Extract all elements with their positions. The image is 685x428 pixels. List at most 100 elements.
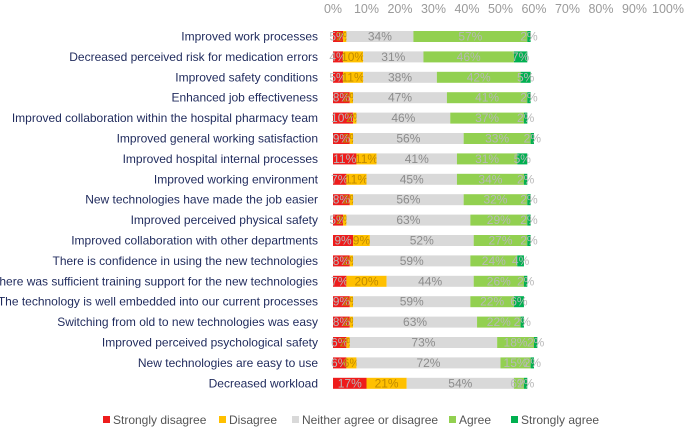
data-label: 52%: [410, 234, 434, 248]
legend-swatch: [219, 416, 226, 423]
bar-segment: [470, 255, 518, 267]
bar-segment: [527, 92, 531, 104]
data-label: 5%: [514, 152, 532, 166]
bar-segment: [473, 275, 524, 287]
legend-swatch: [103, 416, 110, 423]
bar-segment: [333, 31, 344, 42]
bar-segment: [346, 275, 387, 287]
data-label: 8%: [333, 315, 351, 329]
data-label: 2%: [520, 30, 538, 44]
bar-segment: [366, 173, 457, 185]
data-label: 7%: [331, 172, 349, 186]
bar-segment: [470, 296, 514, 308]
legend-label: Neither agree or disagree: [302, 413, 438, 427]
bar-segment: [353, 316, 478, 328]
bar-segment: [349, 337, 498, 348]
bar-segment: [534, 337, 538, 348]
bar-segment: [513, 377, 524, 389]
bar-segment: [349, 133, 354, 144]
data-label: 22%: [480, 295, 504, 309]
bar-segment: [346, 214, 471, 226]
bar-segment: [517, 153, 528, 165]
bar-segment: [406, 377, 514, 389]
category-label: Enhanced job effectiveness: [171, 91, 318, 105]
bar-segment: [353, 112, 357, 124]
data-label: 15%: [504, 356, 528, 370]
data-label: 18%: [504, 336, 528, 350]
data-label: 2%: [520, 234, 538, 248]
data-label: 20%: [354, 274, 378, 288]
data-label: 63%: [403, 315, 427, 329]
data-label: 31%: [475, 152, 499, 166]
category-label: Improved working environment: [154, 172, 319, 186]
data-label: 34%: [478, 172, 502, 186]
bar-segment: [333, 377, 367, 389]
data-label: 46%: [457, 50, 481, 64]
data-label: 57%: [458, 30, 482, 44]
data-label: 2%: [517, 376, 535, 390]
category-label: Improved collaboration within the hospit…: [12, 111, 318, 125]
data-label: 41%: [475, 91, 499, 105]
bar-segment: [353, 296, 471, 308]
bar-segment: [527, 235, 531, 246]
legend-label: Strongly agree: [521, 413, 599, 427]
data-label: 11%: [333, 152, 356, 166]
data-label: 32%: [483, 193, 507, 207]
bar-segment: [343, 51, 364, 63]
category-label: Improved perceived physical safety: [131, 213, 318, 227]
bar-segment: [353, 133, 464, 144]
bar-segment: [343, 214, 347, 226]
category-label: Improved collaboration with other depart…: [71, 234, 318, 248]
data-label: 6%: [331, 356, 349, 370]
data-label: 29%: [487, 213, 511, 227]
bar-segment: [517, 255, 524, 267]
data-label: 11%: [342, 70, 365, 84]
bar-segment: [523, 377, 528, 389]
bar-segment: [456, 173, 524, 185]
data-label: 46%: [391, 111, 415, 125]
data-label: 59%: [400, 254, 424, 268]
data-label: 2%: [520, 91, 538, 105]
bar-segment: [346, 357, 357, 369]
x-tick-label: 40%: [454, 2, 479, 16]
data-label: 9%: [333, 295, 351, 309]
data-label: 2%: [514, 315, 532, 329]
bar-segment: [333, 214, 344, 226]
data-label: 5%: [517, 70, 535, 84]
data-label: 31%: [381, 50, 405, 64]
x-tick-label: 70%: [555, 2, 580, 16]
data-label: 9%: [334, 234, 352, 248]
data-label: 2%: [527, 336, 545, 350]
bar-segment: [333, 357, 347, 369]
data-label: 6%: [343, 356, 361, 370]
bar-segment: [463, 133, 531, 144]
bar-segment: [527, 31, 531, 42]
bar-segment: [363, 51, 424, 63]
data-label: 41%: [405, 152, 429, 166]
bar-segment: [523, 112, 528, 124]
bar-segment: [333, 235, 354, 246]
bar-segment: [520, 71, 531, 83]
legend-label: Strongly disagree: [113, 413, 207, 427]
data-label: 2%: [524, 132, 542, 146]
data-label: 5%: [329, 30, 347, 44]
bar-segment: [456, 153, 518, 165]
data-label: 59%: [400, 295, 424, 309]
data-label: 47%: [388, 91, 412, 105]
data-label: 63%: [396, 213, 420, 227]
data-label: 54%: [448, 376, 472, 390]
bar-segment: [353, 92, 447, 104]
data-label: 2%: [520, 193, 538, 207]
category-label: Improved hospital internal processes: [123, 152, 318, 166]
bar-segment: [349, 92, 354, 104]
x-tick-label: 10%: [354, 2, 379, 16]
bar-segment: [343, 31, 347, 42]
data-label: 4%: [329, 50, 347, 64]
bar-segment: [333, 316, 350, 328]
bar-segment: [333, 194, 350, 206]
data-label: 72%: [416, 356, 440, 370]
data-label: 2%: [520, 213, 538, 227]
bar-segment: [497, 337, 534, 348]
bar-segment: [527, 214, 531, 226]
